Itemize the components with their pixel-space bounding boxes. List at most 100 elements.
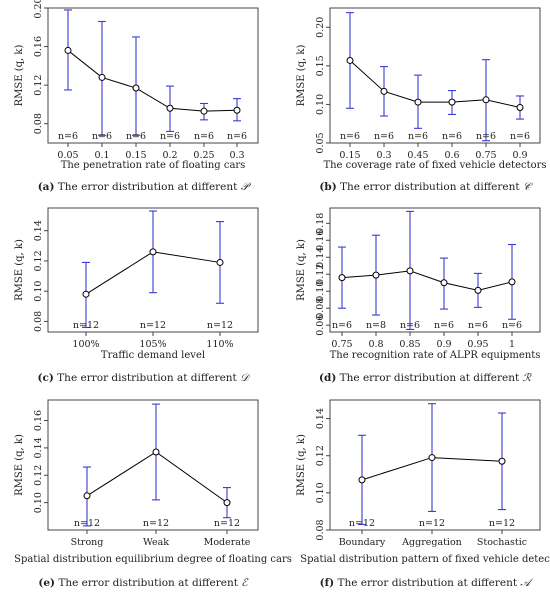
x-tick-label: 1 <box>509 339 515 350</box>
caption-symbol: 𝒫 <box>241 181 252 193</box>
mean-point <box>482 96 490 104</box>
caption-text: The error distribution at different <box>54 372 240 384</box>
caption-text: The error distribution at different <box>337 181 523 193</box>
x-tick-label: 110% <box>206 339 233 350</box>
x-tick-label: 0.9 <box>512 150 527 161</box>
mean-point <box>440 279 448 287</box>
x-tick-label: 0.95 <box>467 339 488 350</box>
y-tick-label: 0.15 <box>315 55 326 76</box>
n-label: n=6 <box>126 131 146 142</box>
mean-point <box>508 278 516 286</box>
caption-text: The error distribution at different <box>336 372 522 384</box>
x-tick-label: Stochastic <box>477 537 527 548</box>
mean-point <box>216 258 224 266</box>
y-tick-label: 0.12 <box>33 465 44 486</box>
x-tick-label: Moderate <box>204 537 251 548</box>
plot-frame <box>329 207 541 333</box>
n-label: n=12 <box>140 320 166 331</box>
n-label: n=6 <box>332 320 352 331</box>
x-tick-label: 100% <box>72 339 99 350</box>
mean-line <box>349 60 521 109</box>
panel-caption: (e) The error distribution at different … <box>38 577 249 589</box>
n-label: n=12 <box>419 518 445 529</box>
n-label: n=12 <box>73 320 99 331</box>
x-tick-label: 0.05 <box>57 150 78 161</box>
x-axis-label: Traffic demand level <box>101 350 205 361</box>
n-label: n=6 <box>160 131 180 142</box>
y-axis-label: RMSE (q, k) <box>14 45 25 107</box>
x-tick-label: Weak <box>143 537 169 548</box>
caption-symbol: 𝒜 <box>520 577 533 589</box>
n-label: n=6 <box>510 131 530 142</box>
y-tick-label: 0.16 <box>33 36 44 57</box>
caption-symbol: 𝒟 <box>240 372 251 384</box>
mean-point <box>516 104 524 112</box>
mean-point <box>474 286 482 294</box>
y-tick-label: 0.14 <box>33 437 44 458</box>
y-tick-label: 0.20 <box>315 17 326 38</box>
mean-point <box>82 290 90 298</box>
mean-point <box>98 73 106 81</box>
mean-point <box>372 271 380 279</box>
panel-caption: (a) The error distribution at different … <box>38 181 252 193</box>
n-label: n=6 <box>502 320 522 331</box>
caption-prefix: (b) <box>319 181 336 193</box>
y-axis-label: RMSE (q, k) <box>296 45 307 107</box>
plot-frame <box>329 7 541 144</box>
n-label: n=6 <box>400 320 420 331</box>
n-label: n=12 <box>349 518 375 529</box>
x-tick-label: 0.3 <box>376 150 391 161</box>
caption-symbol: 𝒞 <box>523 181 534 193</box>
y-tick-label: 0.10 <box>315 482 326 503</box>
n-label: n=12 <box>74 518 100 529</box>
plot-frame <box>329 399 541 531</box>
y-tick-label: 0.20 <box>33 0 44 19</box>
x-axis-label: Spatial distribution equilibrium degree … <box>14 554 292 565</box>
y-tick-label: 0.14 <box>315 408 326 429</box>
chart-panel-b: 0.05 0.10 0.15 0.20 RMSE (q, k) 0.15 0.3 0.45 0.… <box>296 7 547 193</box>
mean-point <box>64 46 72 54</box>
mean-point <box>380 87 388 95</box>
mean-point <box>414 98 422 106</box>
n-label: n=6 <box>194 131 214 142</box>
mean-point <box>346 56 354 64</box>
n-label: n=12 <box>214 518 240 529</box>
caption-text: The error distribution at different <box>334 577 520 589</box>
x-tick-label: 0.1 <box>94 150 109 161</box>
n-label: n=6 <box>408 131 428 142</box>
y-tick-label: 0.10 <box>315 281 326 302</box>
x-tick-label: 0.3 <box>229 150 244 161</box>
y-tick-label: 0.16 <box>33 410 44 431</box>
mean-point <box>448 98 456 106</box>
y-tick-label: 0.12 <box>315 445 326 466</box>
x-tick-label: 0.75 <box>331 339 352 350</box>
y-tick-label: 0.06 <box>315 315 326 336</box>
panel-caption: (f) The error distribution at different … <box>320 577 534 589</box>
y-tick-label: 0.12 <box>315 264 326 285</box>
n-label: n=6 <box>227 131 247 142</box>
chart-panel-e: 0.10 0.12 0.14 0.16 RMSE (q, k) Strong Weak Mod… <box>14 399 292 589</box>
x-tick-label: 0.85 <box>399 339 420 350</box>
n-label: n=6 <box>476 131 496 142</box>
mean-line <box>67 50 238 112</box>
caption-symbol: ℰ <box>241 577 249 589</box>
x-tick-label: Strong <box>71 537 104 548</box>
panel-caption: (b) The error distribution at different … <box>319 181 534 193</box>
x-axis-label: The recognition rate of ALPR equipments <box>330 350 541 361</box>
x-tick-label: 0.6 <box>444 150 459 161</box>
y-axis-label: RMSE (q, k) <box>296 434 307 496</box>
y-tick-label: 0.10 <box>33 492 44 513</box>
mean-point <box>149 248 157 256</box>
n-label: n=6 <box>92 131 112 142</box>
mean-point <box>166 104 174 112</box>
mean-point <box>200 107 208 115</box>
mean-point <box>428 454 436 462</box>
y-tick-label: 0.12 <box>33 75 44 96</box>
n-label: n=8 <box>366 320 386 331</box>
y-axis-label: RMSE (q, k) <box>296 239 307 301</box>
n-label: n=6 <box>442 131 462 142</box>
caption-text: The error distribution at different <box>55 577 241 589</box>
mean-point <box>358 476 366 484</box>
x-tick-label: 0.15 <box>125 150 146 161</box>
